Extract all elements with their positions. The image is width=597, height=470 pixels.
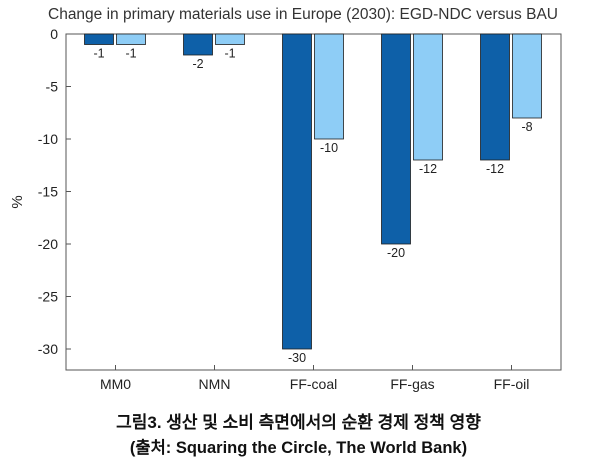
bar-chart: 0 -5 -10 -15 -20 -25 -30% MM0 -1 -1 NMN -2 -1 FF-coal… bbox=[9, 26, 562, 392]
y-tick-label: -5 bbox=[46, 79, 59, 95]
bar-ff-gas-series-1 bbox=[381, 33, 411, 245]
bar-mm0-series-2 bbox=[116, 33, 146, 45]
bar-nmn-series-1 bbox=[183, 33, 213, 56]
data-label: -30 bbox=[288, 351, 306, 365]
chart-title: Change in primary materials use in Europ… bbox=[48, 6, 558, 23]
data-label: -12 bbox=[486, 162, 504, 176]
y-axis-label: % bbox=[9, 195, 26, 208]
bar-ff-oil-series-1 bbox=[480, 33, 510, 161]
y-tick-label: -30 bbox=[38, 341, 58, 357]
y-tick-label: -10 bbox=[38, 131, 58, 147]
x-tick-label: FF-oil bbox=[494, 376, 530, 392]
y-tick-label: 0 bbox=[50, 26, 58, 42]
data-label: -1 bbox=[125, 47, 136, 61]
x-tick-label: FF-gas bbox=[390, 376, 434, 392]
bar-mm0-series-1 bbox=[84, 33, 114, 45]
data-label: -10 bbox=[320, 141, 338, 155]
data-label: -20 bbox=[387, 246, 405, 260]
y-tick-label: -15 bbox=[38, 184, 58, 200]
bar-ff-coal-series-1 bbox=[282, 33, 312, 350]
y-tick-label: -20 bbox=[38, 236, 58, 252]
data-label: -1 bbox=[224, 47, 235, 61]
bar-ff-oil-series-2 bbox=[512, 33, 542, 119]
bar-ff-gas-series-2 bbox=[413, 33, 443, 161]
figure-caption: 그림3. 생산 및 소비 측면에서의 순환 경제 정책 영향 bbox=[116, 413, 481, 432]
bar-nmn-series-2 bbox=[215, 33, 245, 45]
figure-source: (출처: Squaring the Circle, The World Bank… bbox=[129, 439, 468, 457]
y-tick-label: -25 bbox=[38, 289, 58, 305]
x-tick-label: NMN bbox=[199, 376, 231, 392]
data-label: -1 bbox=[93, 47, 104, 61]
data-label: -12 bbox=[419, 162, 437, 176]
data-label: -8 bbox=[521, 120, 532, 134]
x-tick-label: MM0 bbox=[100, 376, 131, 392]
data-label: -2 bbox=[192, 57, 203, 71]
x-tick-label: FF-coal bbox=[290, 376, 337, 392]
bar-ff-coal-series-2 bbox=[314, 33, 344, 140]
